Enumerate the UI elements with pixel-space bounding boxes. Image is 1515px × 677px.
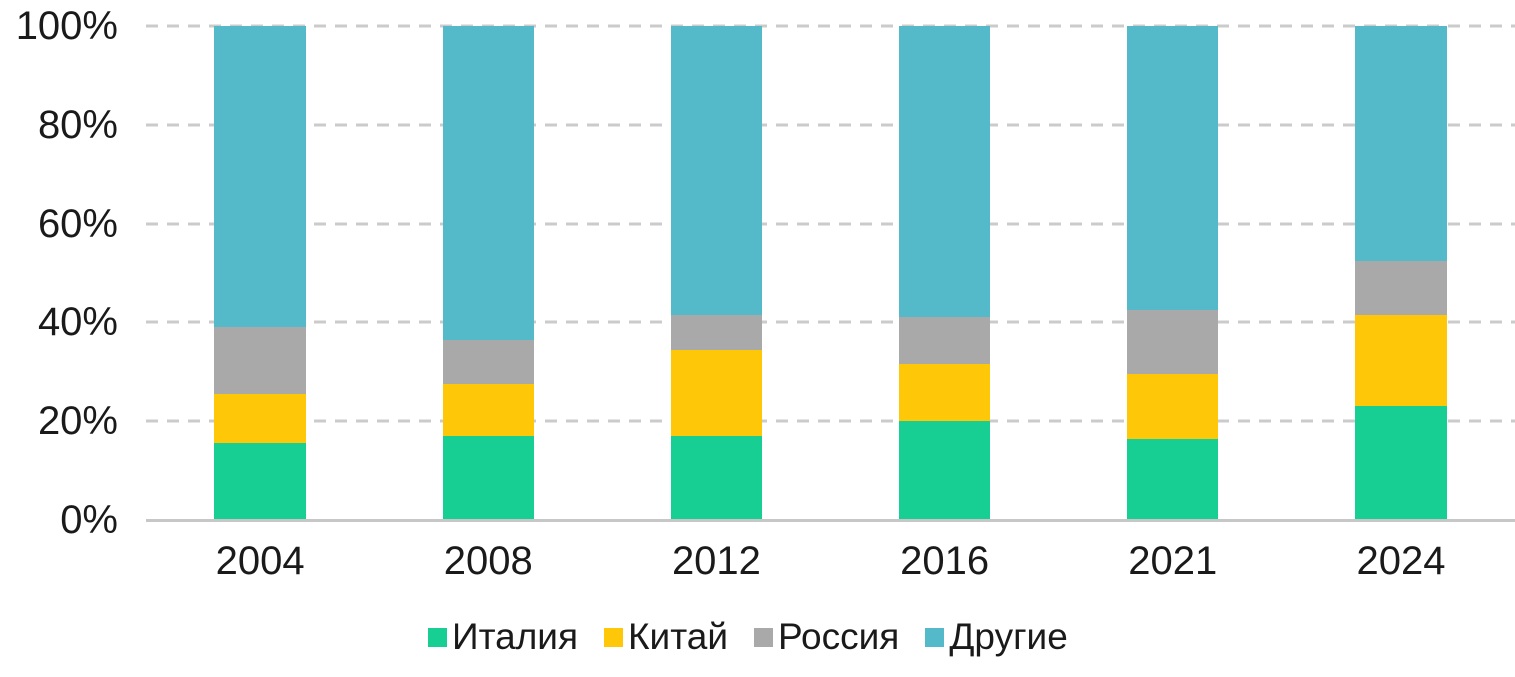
legend-item-Другие: Другие [925,616,1068,658]
segment-Другие-2008 [442,26,534,340]
segment-Китай-2012 [670,349,763,437]
segment-Италия-2016 [898,421,991,520]
stacked-bar-2008 [442,26,534,520]
legend-swatch-icon [428,627,447,647]
y-tick-label: 60% [37,201,118,246]
segment-Италия-2008 [442,436,534,520]
x-axis: 2004 2008 2012 2016 2021 2024 [146,538,1515,584]
segment-Китай-2016 [898,364,991,422]
legend-item-Китай: Китай [604,616,728,658]
stacked-bar-2012 [670,26,763,520]
x-tick-label: 2024 [1356,539,1446,583]
segment-Россия-2024 [1355,260,1447,316]
stacked-bar-2024 [1355,26,1447,520]
x-tick-label: 2008 [443,539,533,583]
x-tick-label: 2012 [671,539,761,583]
segment-Другие-2004 [214,26,306,328]
segment-Китай-2021 [1127,374,1219,439]
segment-Китай-2008 [442,384,534,437]
y-tick-label: 100% [15,4,118,48]
y-axis: 100% 80% 60% 40% 20% 0% [0,6,118,540]
segment-Китай-2024 [1355,315,1447,407]
y-tick-label: 0% [60,498,118,542]
x-axis-line [146,518,1515,522]
stacked-bar-2004 [214,26,306,520]
x-tick-label: 2021 [1128,539,1218,583]
bar-slot-2024 [1287,26,1515,520]
gridline [146,320,1515,324]
plot-area [146,24,1515,522]
legend-item-Россия: Россия [754,616,899,658]
segment-Другие-2024 [1355,26,1447,261]
legend: Италия Китай Россия Другие [428,616,1068,658]
segment-Другие-2021 [1127,26,1219,311]
segment-Другие-2016 [898,26,991,318]
segment-Италия-2004 [214,443,306,520]
legend-swatch-icon [925,627,945,647]
y-tick-label: 80% [37,102,118,147]
gridline [146,222,1515,226]
segment-Италия-2012 [670,436,763,520]
segment-Китай-2004 [214,394,306,444]
stacked-bar-2016 [898,26,991,520]
stacked-bar-2021 [1127,26,1219,520]
legend-label: Италия [452,616,578,657]
segment-Италия-2021 [1127,438,1219,520]
segment-Италия-2024 [1355,406,1447,520]
y-tick-label: 20% [37,399,118,444]
bar-slot-2016 [831,26,1059,520]
legend-label: Китай [628,616,728,657]
segment-Россия-2008 [442,339,534,385]
gridline [146,419,1515,423]
bar-slot-2008 [374,26,602,520]
x-tick-label: 2016 [900,539,990,583]
bar-slot-2004 [146,26,374,520]
legend-swatch-icon [604,627,623,647]
gridline [146,24,1515,28]
bar-slot-2012 [602,26,830,520]
segment-Другие-2012 [670,26,763,316]
bars-container [146,26,1515,520]
y-tick-label: 40% [37,300,118,345]
segment-Россия-2012 [670,315,763,350]
legend-item-Италия: Италия [428,616,578,658]
legend-label: Россия [778,616,900,657]
segment-Россия-2004 [214,327,306,395]
bar-slot-2021 [1059,26,1287,520]
segment-Россия-2016 [898,317,991,365]
legend-label: Другие [949,616,1068,657]
segment-Россия-2021 [1127,310,1219,375]
legend-swatch-icon [754,627,773,647]
gridline [146,123,1515,127]
x-tick-label: 2004 [215,539,305,583]
